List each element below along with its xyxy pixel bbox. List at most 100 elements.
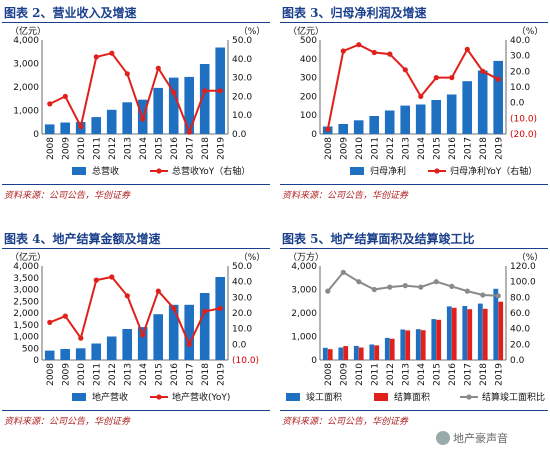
- chart-source: 资料来源：公司公告，华创证券: [282, 191, 409, 201]
- x-tick-label: 2010: [355, 363, 365, 386]
- line-point: [418, 93, 424, 99]
- bar: [400, 105, 410, 134]
- right-tick-label: (10.0): [510, 114, 537, 124]
- x-tick-label: 2016: [448, 363, 458, 386]
- x-tick-label: 2015: [432, 363, 442, 386]
- bar: [369, 116, 379, 134]
- line-point: [449, 283, 455, 289]
- x-tick-label: 2012: [386, 137, 396, 160]
- legend-swatch: [286, 393, 300, 401]
- legend-marker: [466, 394, 472, 400]
- x-tick-label: 2008: [46, 137, 56, 160]
- bar: [400, 329, 406, 360]
- legend-marker: [156, 168, 162, 174]
- bar: [467, 309, 473, 360]
- x-tick-label: 2014: [417, 137, 427, 160]
- line-point: [449, 75, 455, 81]
- bar: [168, 77, 179, 134]
- net-profit-chart: （亿元） （%） 0 100 200 300 400 500 (20.0) (10.0) 0.0 10…: [288, 25, 543, 177]
- left-tick-label: 3,500: [13, 274, 39, 284]
- line-point: [140, 116, 146, 122]
- legend-label: 结算竣工面积比: [482, 391, 545, 403]
- source-divider: [280, 184, 548, 185]
- right-tick-label: 0.0: [232, 340, 247, 350]
- legend-marker: [156, 394, 162, 400]
- bar: [384, 110, 395, 134]
- watermark-text: 地产豪声音: [453, 432, 508, 445]
- x-tick-label: 2009: [61, 363, 71, 386]
- right-tick-label: 10.0: [232, 325, 252, 335]
- x-tick-label: 2013: [123, 137, 133, 160]
- x-tick-label: 2016: [170, 363, 180, 386]
- line-point: [371, 49, 377, 56]
- left-axis-unit: （亿元）: [10, 251, 46, 263]
- right-tick-label: 50.0: [232, 262, 252, 272]
- x-tick-label: 2010: [77, 137, 87, 160]
- line-point: [93, 54, 99, 60]
- legend-label: 竣工面积: [306, 391, 342, 403]
- right-tick-label: 20.0: [232, 309, 252, 319]
- bar: [493, 60, 503, 134]
- bar: [405, 330, 411, 360]
- right-tick-label: 30.0: [232, 74, 252, 84]
- chart-panel-net-profit: 图表 3、归母净利润及增速 （亿元） （%） 0 100 200 300 400 500 (20…: [280, 2, 548, 229]
- right-tick-label: 100.0: [510, 278, 536, 288]
- left-tick-label: 4,000: [13, 262, 39, 272]
- line-point: [186, 341, 192, 347]
- bar: [446, 94, 457, 134]
- legend-swatch: [350, 167, 364, 175]
- legend-label: 总营收YoY（右轴）: [172, 165, 250, 177]
- bar: [436, 319, 442, 360]
- x-tick-label: 2013: [401, 137, 411, 160]
- series-line: [327, 270, 499, 297]
- left-tick-label: 2,000: [13, 83, 39, 93]
- line-point: [464, 288, 470, 294]
- line-point: [155, 65, 161, 71]
- x-tick-label: 2014: [139, 363, 149, 386]
- bar: [343, 346, 349, 360]
- bar: [44, 350, 55, 360]
- chart-source: 资料来源：公司公告，华创证券: [4, 191, 131, 201]
- line-point: [109, 274, 115, 280]
- x-tick-label: 2008: [46, 363, 56, 386]
- bar: [353, 120, 364, 134]
- bar: [338, 347, 344, 360]
- bar: [369, 344, 375, 360]
- x-tick-label: 2011: [370, 137, 380, 160]
- bar: [389, 338, 395, 360]
- bar: [493, 288, 499, 360]
- line-point: [495, 293, 501, 299]
- line-point: [78, 335, 84, 341]
- line-point: [464, 46, 470, 52]
- line-point: [62, 93, 68, 99]
- x-tick-label: 2015: [154, 137, 164, 160]
- chart-panel-property-settlement: 图表 4、地产结算金额及增速 （亿元） （%） 0 500 1,000 1,500 2,00…: [2, 228, 270, 455]
- title-divider: [280, 248, 548, 249]
- x-tick-label: 2018: [479, 363, 489, 386]
- left-tick-label: 200: [300, 92, 317, 102]
- bar: [338, 124, 348, 134]
- bar: [451, 307, 457, 360]
- bar: [215, 277, 225, 360]
- bar: [91, 117, 101, 134]
- bar: [477, 303, 483, 360]
- bar: [462, 81, 472, 134]
- right-tick-label: 0.0: [232, 130, 247, 140]
- line-point: [217, 88, 223, 94]
- line-point: [47, 101, 53, 107]
- x-tick-label: 2018: [201, 137, 211, 160]
- line-point: [325, 126, 331, 132]
- line-point: [171, 90, 177, 96]
- bar: [122, 329, 132, 360]
- chart-title: 图表 5、地产结算面积及结算竣工比: [282, 232, 475, 246]
- x-tick-label: 2014: [139, 137, 149, 160]
- left-tick-label: 4,000: [13, 36, 39, 46]
- bar: [462, 306, 468, 360]
- bar: [498, 301, 504, 360]
- title-divider: [2, 248, 270, 249]
- left-axis-unit: （万方）: [288, 251, 324, 263]
- line-point: [202, 308, 208, 314]
- x-tick-label: 2012: [108, 137, 118, 160]
- bar: [184, 76, 194, 134]
- bar: [122, 102, 132, 134]
